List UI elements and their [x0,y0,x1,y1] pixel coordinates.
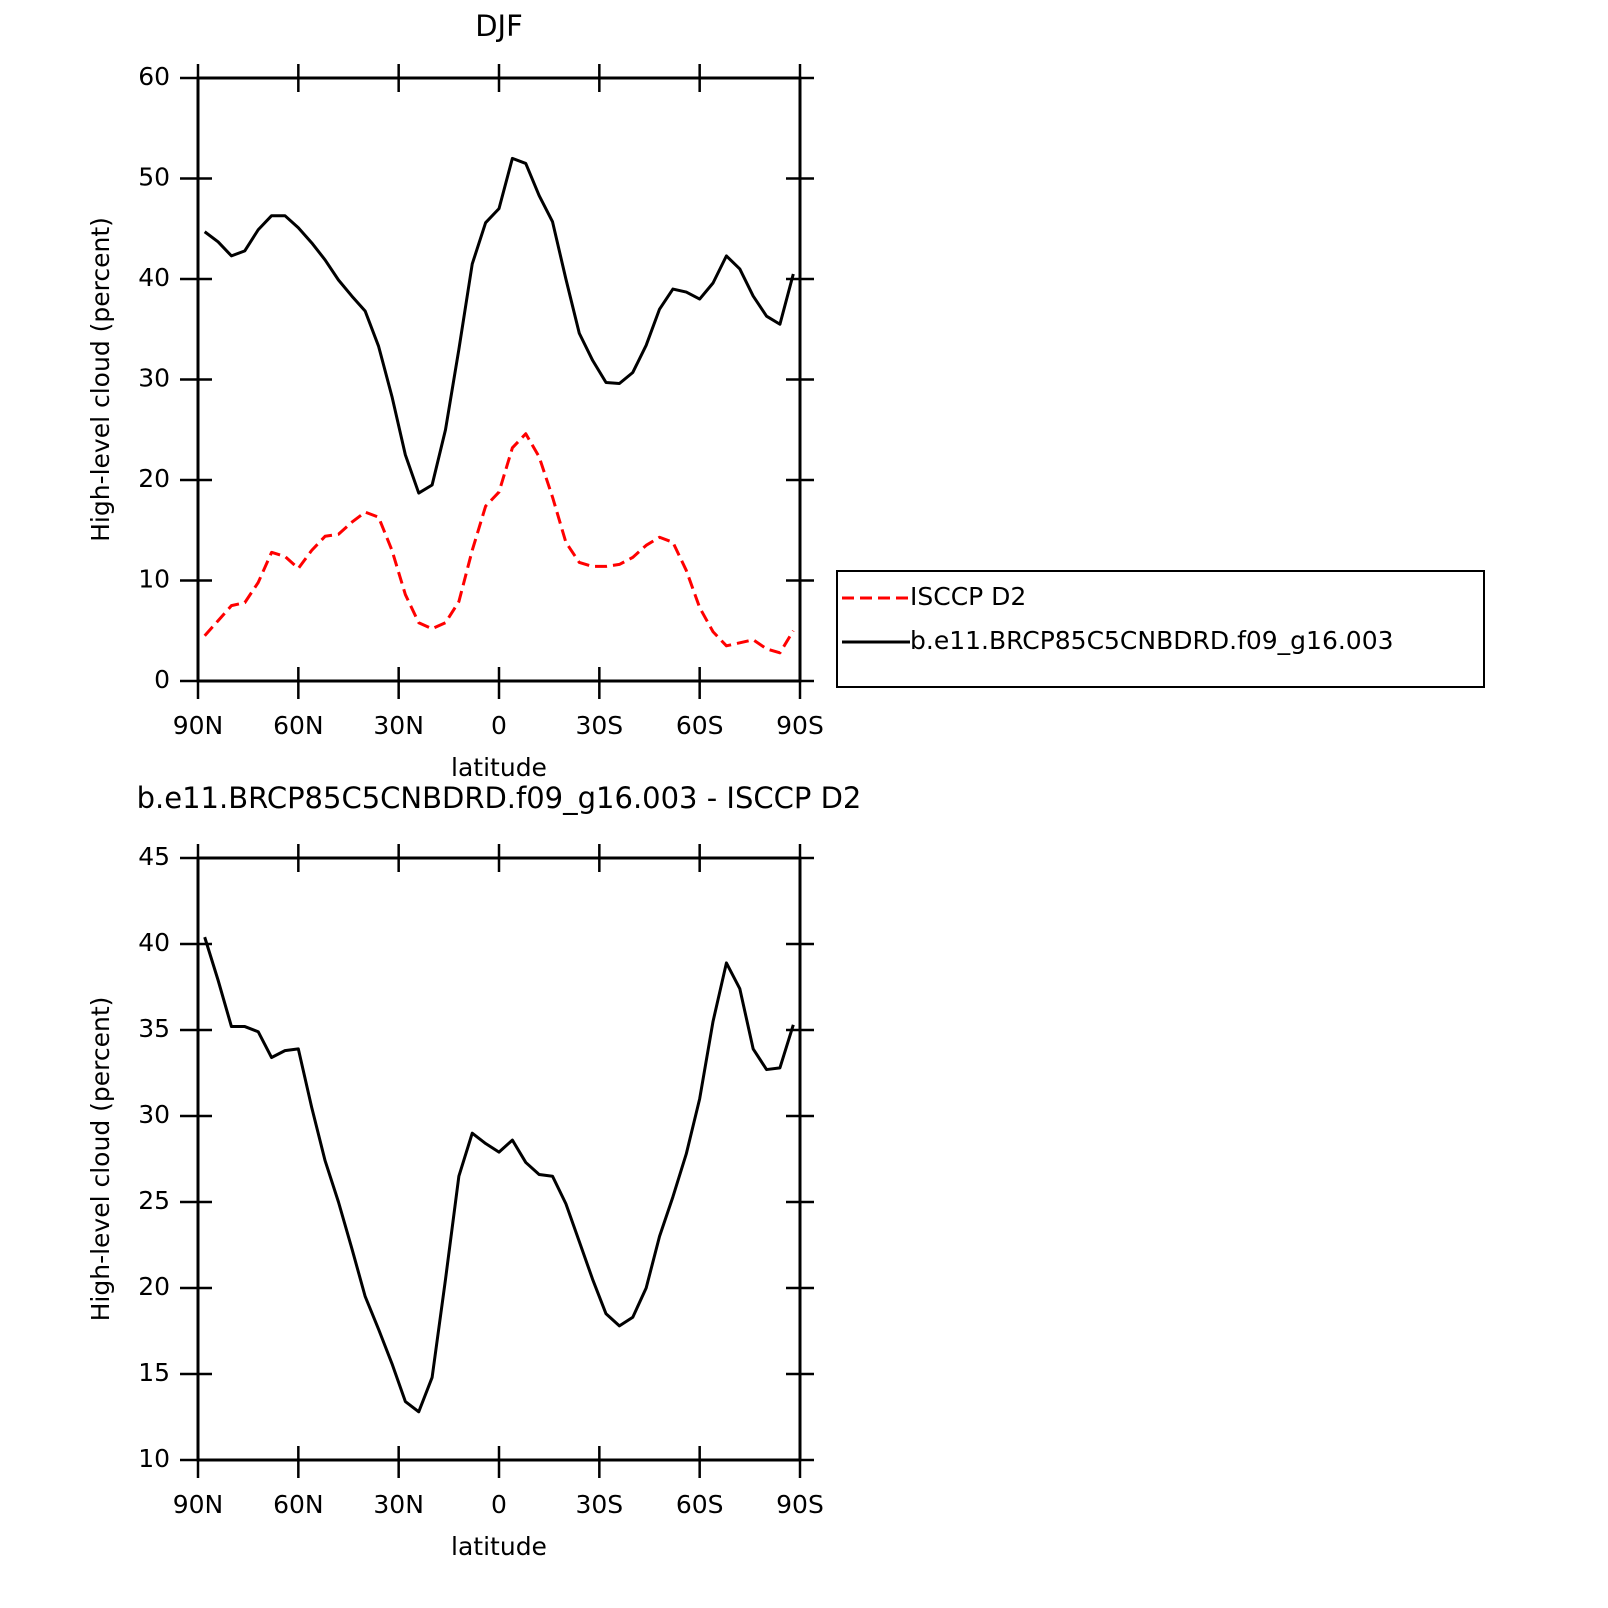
y-tick-label: 60 [138,62,170,91]
x-tick-label: 60N [273,1490,324,1519]
x-tick-label: 0 [491,1490,507,1519]
x-axis-label: latitude [451,753,547,782]
legend-box [836,570,1485,688]
legend-label: b.e11.BRCP85C5CNBDRD.f09_g16.003 [910,626,1394,655]
x-tick-label: 60N [273,711,324,740]
x-tick-label: 90S [776,711,824,740]
x-tick-label: 30S [575,711,623,740]
x-tick-label: 30S [575,1490,623,1519]
y-tick-label: 15 [138,1358,170,1387]
x-tick-label: 60S [676,711,724,740]
x-tick-label: 30N [373,1490,424,1519]
y-tick-label: 10 [138,1444,170,1473]
y-tick-label: 40 [138,928,170,957]
x-axis-label: latitude [451,1532,547,1561]
y-tick-label: 35 [138,1014,170,1043]
plot-frame [196,76,802,683]
y-tick-label: 40 [138,263,170,292]
x-tick-label: 90N [173,1490,224,1519]
legend-label: ISCCP D2 [910,582,1026,611]
y-axis-label: High-level cloud (percent) [86,217,115,542]
y-tick-label: 20 [138,1272,170,1301]
y-tick-label: 45 [138,842,170,871]
chart-title: DJF [475,9,523,43]
y-tick-label: 0 [154,665,170,694]
y-tick-label: 50 [138,163,170,192]
y-tick-label: 10 [138,565,170,594]
y-tick-label: 30 [138,1100,170,1129]
series-line [203,156,795,495]
plot-frame [196,856,802,1462]
x-tick-label: 0 [491,711,507,740]
y-axis-label: High-level cloud (percent) [86,997,115,1322]
x-tick-label: 90S [776,1490,824,1519]
series-line [203,432,795,655]
x-tick-label: 90N [173,711,224,740]
series-line [203,936,795,1414]
y-tick-label: 25 [138,1186,170,1215]
x-tick-label: 60S [676,1490,724,1519]
chart-title: b.e11.BRCP85C5CNBDRD.f09_g16.003 - ISCCP… [137,781,862,815]
x-tick-label: 30N [373,711,424,740]
y-tick-label: 20 [138,464,170,493]
y-tick-label: 30 [138,364,170,393]
